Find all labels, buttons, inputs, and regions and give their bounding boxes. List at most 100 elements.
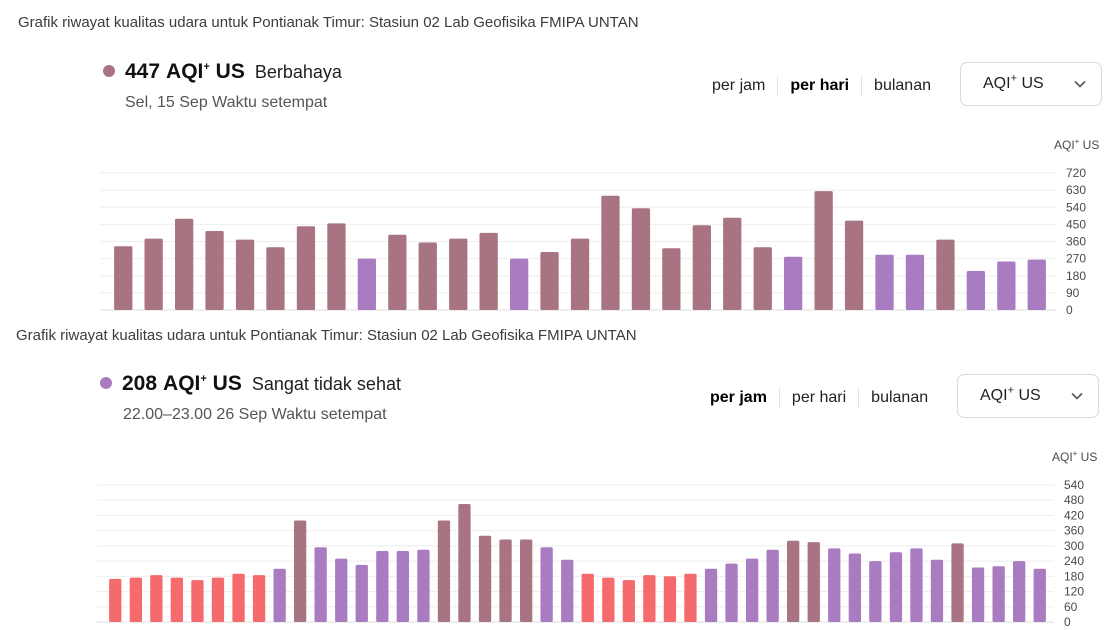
aqi-bar[interactable] — [723, 217, 742, 310]
aqi-bar[interactable] — [663, 576, 677, 622]
daily-aqi-panel: Grafik riwayat kualitas udara untuk Pont… — [18, 14, 1102, 317]
aqi-bar[interactable] — [191, 580, 204, 622]
aqi-bar[interactable] — [129, 577, 142, 622]
aqi-bar[interactable] — [601, 195, 620, 310]
aqi-bar[interactable] — [848, 553, 861, 623]
tab-monthly[interactable]: bulanan — [874, 77, 931, 94]
aqi-bar[interactable] — [602, 577, 615, 622]
aqi-bar[interactable] — [966, 271, 985, 310]
aqi-bar[interactable] — [905, 254, 925, 310]
aqi-bar[interactable] — [828, 548, 841, 622]
y-tick-label: 540 — [1066, 200, 1086, 214]
daily-aqi-bar-chart: AQI+ US 0 90 180 270 360 450 540 630 720 — [100, 137, 1099, 317]
aqi-bar[interactable] — [396, 551, 409, 622]
aqi-bar[interactable] — [753, 247, 772, 310]
aqi-bar[interactable] — [273, 568, 286, 622]
aqi-bar[interactable] — [844, 220, 864, 310]
y-tick-label: 360 — [1064, 524, 1084, 538]
y-tick-label: 360 — [1066, 235, 1086, 249]
aqi-bar[interactable] — [388, 234, 407, 310]
aqi-bar[interactable] — [458, 504, 471, 622]
aqi-bar[interactable] — [479, 232, 498, 310]
y-tick-label: 0 — [1066, 303, 1073, 317]
aqi-bar[interactable] — [499, 539, 512, 623]
y-tick-label: 300 — [1064, 539, 1084, 553]
aqi-bar[interactable] — [997, 261, 1016, 311]
unit-select[interactable]: AQI+ US — [960, 62, 1102, 106]
aqi-bar[interactable] — [951, 543, 964, 622]
aqi-value: 208 — [122, 372, 158, 395]
unit-select[interactable]: AQI+ US — [957, 374, 1099, 418]
y-tick-label: 480 — [1064, 493, 1084, 507]
aqi-bar[interactable] — [335, 558, 348, 622]
aqi-bar[interactable] — [266, 247, 285, 310]
chevron-down-icon — [1074, 80, 1086, 88]
aqi-bar[interactable] — [784, 256, 803, 310]
y-tick-label: 240 — [1064, 554, 1084, 568]
aqi-bar[interactable] — [327, 223, 346, 310]
aqi-bar[interactable] — [418, 242, 437, 311]
aqi-bar[interactable] — [570, 238, 590, 310]
tab-hourly[interactable]: per jam — [698, 388, 780, 408]
tab-daily[interactable]: per hari — [780, 388, 860, 408]
aqi-bar[interactable] — [992, 566, 1005, 622]
aqi-bar[interactable] — [692, 225, 711, 310]
aqi-bar[interactable] — [704, 568, 718, 622]
aqi-bar[interactable] — [875, 254, 894, 310]
tab-hourly[interactable]: per jam — [700, 76, 779, 96]
aqi-bar[interactable] — [910, 548, 923, 622]
aqi-bar[interactable] — [930, 559, 944, 622]
aqi-bar[interactable] — [252, 575, 266, 622]
aqi-bar[interactable] — [211, 577, 225, 622]
aqi-bar[interactable] — [622, 580, 635, 622]
aqi-bar[interactable] — [417, 549, 430, 622]
aqi-bar[interactable] — [478, 535, 492, 622]
aqi-bar[interactable] — [296, 226, 316, 310]
aqi-status-dot — [103, 65, 115, 77]
aqi-bar[interactable] — [746, 558, 759, 622]
aqi-bar[interactable] — [357, 258, 376, 310]
aqi-bar[interactable] — [205, 231, 224, 310]
aqi-bar[interactable] — [971, 567, 985, 623]
tab-daily[interactable]: per hari — [778, 76, 863, 96]
aqi-bar[interactable] — [510, 258, 529, 310]
aqi-bar[interactable] — [725, 563, 738, 622]
aqi-bar[interactable] — [449, 238, 468, 310]
aqi-bar[interactable] — [662, 248, 681, 310]
aqi-bar[interactable] — [376, 551, 389, 622]
aqi-bar[interactable] — [520, 539, 533, 623]
aqi-bar[interactable] — [1033, 568, 1046, 622]
aqi-bar[interactable] — [643, 575, 656, 622]
aqi-bar[interactable] — [144, 238, 163, 310]
aqi-bar[interactable] — [631, 208, 651, 310]
aqi-bar[interactable] — [114, 246, 133, 310]
aqi-bar[interactable] — [540, 252, 559, 310]
aqi-bar[interactable] — [109, 578, 122, 622]
aqi-bar[interactable] — [437, 520, 451, 623]
aqi-bar[interactable] — [936, 239, 955, 310]
aqi-bar[interactable] — [581, 573, 594, 622]
aqi-bar[interactable] — [540, 547, 553, 622]
aqi-bar[interactable] — [235, 239, 255, 310]
aqi-bar[interactable] — [355, 564, 368, 622]
aqi-bar[interactable] — [766, 549, 779, 622]
aqi-bar[interactable] — [1013, 561, 1026, 622]
aqi-unit: AQI+ US — [163, 372, 242, 395]
aqi-unit: AQI+ US — [166, 60, 245, 83]
aqi-bar[interactable] — [150, 575, 163, 622]
aqi-bar[interactable] — [869, 561, 882, 622]
aqi-bar[interactable] — [889, 552, 903, 622]
aqi-bar[interactable] — [170, 577, 183, 622]
aqi-bar[interactable] — [684, 573, 697, 622]
aqi-bar[interactable] — [232, 573, 245, 622]
aqi-bar[interactable] — [787, 540, 800, 622]
aqi-bar[interactable] — [814, 191, 833, 310]
aqi-bar[interactable] — [561, 559, 574, 622]
aqi-bar[interactable] — [1027, 259, 1046, 310]
aqi-bar[interactable] — [294, 520, 307, 623]
aqi-bar[interactable] — [314, 547, 327, 622]
aqi-bar[interactable] — [175, 218, 194, 310]
aqi-bar[interactable] — [807, 542, 820, 622]
tab-monthly[interactable]: bulanan — [871, 389, 929, 406]
range-tabs: per jam per hari bulanan — [700, 76, 943, 96]
